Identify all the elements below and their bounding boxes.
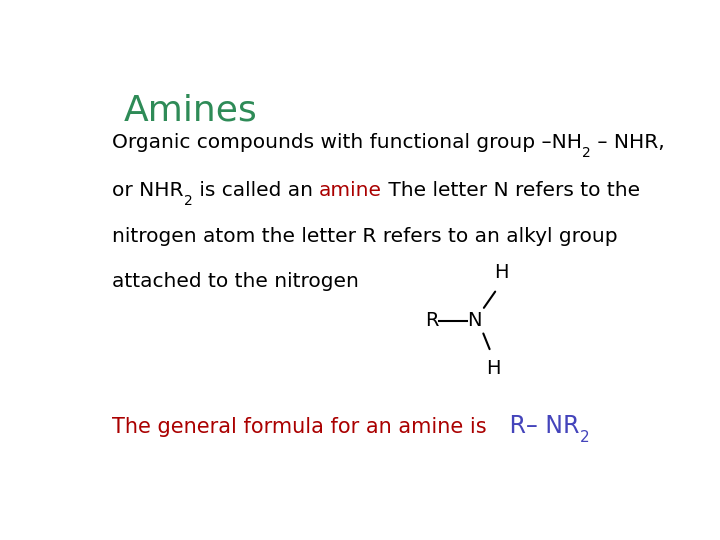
Text: or NHR: or NHR	[112, 181, 184, 200]
Text: 2: 2	[580, 430, 589, 445]
Text: The general formula for an amine is: The general formula for an amine is	[112, 417, 487, 437]
Text: nitrogen atom the letter R refers to an alkyl group: nitrogen atom the letter R refers to an …	[112, 226, 618, 246]
Text: R– NR: R– NR	[487, 414, 580, 438]
Text: H: H	[494, 263, 508, 282]
Text: The letter N refers to the: The letter N refers to the	[382, 181, 640, 200]
Text: amine: amine	[319, 181, 382, 200]
Text: Amines: Amines	[124, 94, 257, 128]
Text: R: R	[425, 311, 438, 330]
Text: N: N	[467, 311, 481, 330]
Text: is called an: is called an	[192, 181, 319, 200]
Text: H: H	[486, 359, 500, 378]
Text: 2: 2	[582, 146, 591, 160]
Text: 2: 2	[184, 194, 192, 208]
Text: – NHR,: – NHR,	[591, 133, 665, 152]
Text: Organic compounds with functional group –NH: Organic compounds with functional group …	[112, 133, 582, 152]
Text: attached to the nitrogen: attached to the nitrogen	[112, 272, 359, 291]
